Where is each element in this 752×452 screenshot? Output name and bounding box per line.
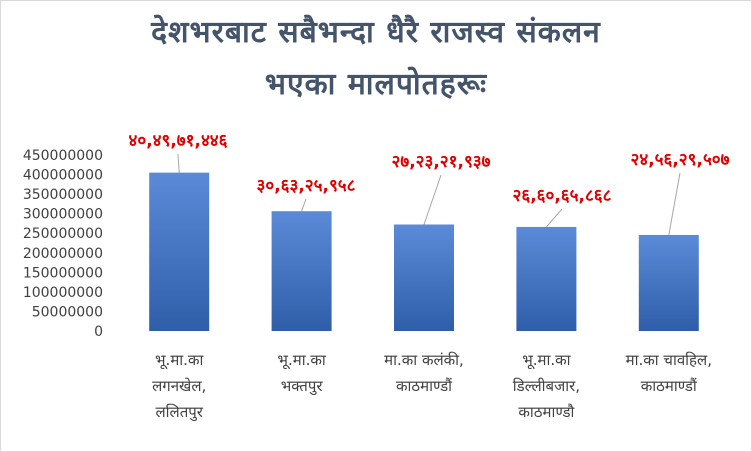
data-label: २७,२३,२१,९३७ [392, 152, 491, 172]
y-tick-label: 450000000 [23, 148, 103, 164]
y-tick-label: 100000000 [23, 285, 103, 301]
y-tick-label: 250000000 [23, 226, 103, 242]
x-axis: भू.मा.का लगनखेल, ललितपुर भू.मा.का भक्तपुर मा.… [152, 351, 712, 422]
data-label: २४,५६,२९,५०७ [631, 150, 730, 170]
data-label: ४०,४९,७१,४४६ [129, 131, 228, 151]
x-tick-label: मा.का चावहिल, [626, 351, 712, 369]
leader-line [301, 198, 307, 212]
data-label: २६,६०,६५,८६८ [513, 186, 612, 206]
x-tick-label: मा.का कलंकी, [384, 351, 464, 369]
x-tick-label: भू.मा.का [277, 351, 326, 370]
y-tick-label: 50000000 [32, 304, 103, 320]
leader-line [546, 208, 563, 228]
y-tick-label: 300000000 [23, 207, 103, 223]
y-axis: 0 50000000 100000000 150000000 200000000 2500… [23, 148, 103, 340]
x-tick-label: काठमाण्डौं [396, 377, 453, 395]
y-tick-label: 0 [94, 324, 103, 340]
y-tick-label: 150000000 [23, 265, 103, 281]
data-labels: ४०,४९,७१,४४६ ३०,६३,२५,९५८ २७,२३,२१,९३७ २६,६… [129, 131, 730, 206]
x-tick-label: काठमाण्डौं [641, 377, 698, 395]
leader-lines [177, 153, 681, 236]
x-tick-label: लगनखेल, [152, 377, 206, 395]
chart-title-line-2: भएका मालपोतहरूः [264, 67, 488, 102]
leader-line [668, 172, 681, 236]
x-tick-label: भक्तपुर [281, 377, 324, 396]
x-tick-label: भू.मा.का [155, 351, 204, 370]
leader-line [177, 153, 180, 173]
bar [394, 224, 454, 331]
data-label: ३०,६३,२५,९५८ [257, 176, 356, 196]
y-tick-label: 350000000 [23, 187, 103, 203]
chart-title-line-1: देशभरबाट सबैभन्दा धैरै राजस्व संकलन [151, 15, 601, 50]
bar [149, 172, 210, 331]
x-tick-label: ललितपुर [155, 403, 203, 422]
x-tick-label: डिल्लीबजार, [513, 377, 580, 395]
bars [149, 172, 699, 331]
bar [271, 211, 332, 331]
x-tick-label: काठमाण्डौ [518, 403, 575, 421]
x-tick-label: भू.मा.का [522, 351, 571, 370]
y-tick-label: 200000000 [23, 246, 103, 262]
leader-line [423, 174, 442, 225]
bar [516, 226, 577, 331]
y-tick-label: 400000000 [23, 168, 103, 184]
bar [638, 234, 699, 331]
